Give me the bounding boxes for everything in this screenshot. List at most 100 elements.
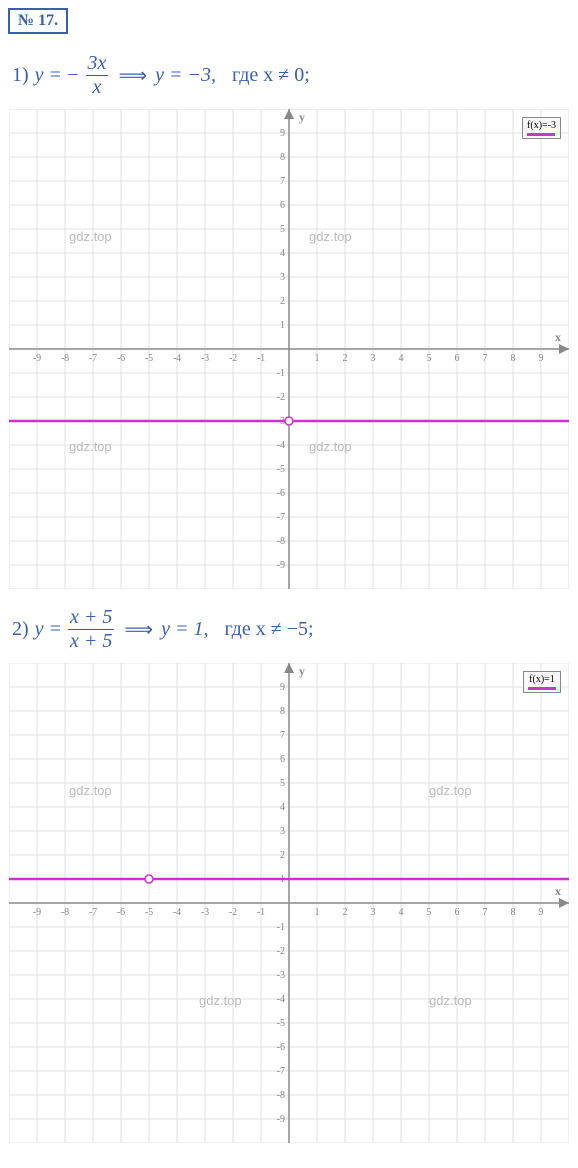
svg-text:-3: -3 xyxy=(277,970,285,981)
svg-text:2: 2 xyxy=(280,296,285,307)
svg-text:-8: -8 xyxy=(61,353,69,364)
svg-text:7: 7 xyxy=(483,907,488,918)
svg-text:-7: -7 xyxy=(89,907,97,918)
svg-text:2: 2 xyxy=(343,353,348,364)
eq2-frac-bot: x + 5 xyxy=(68,630,114,653)
svg-text:y: y xyxy=(299,664,305,678)
svg-text:7: 7 xyxy=(280,176,285,187)
equation-1: 1) y = − 3x x ⟹ y = −3, где x ≠ 0; xyxy=(12,52,570,99)
svg-text:x: x xyxy=(555,884,561,898)
svg-text:4: 4 xyxy=(280,248,285,259)
problem-number: № 17. xyxy=(18,12,58,29)
svg-text:7: 7 xyxy=(483,353,488,364)
svg-text:-6: -6 xyxy=(117,907,125,918)
eq1-frac-bot: x xyxy=(91,76,104,99)
eq1-rhs: y = −3, xyxy=(155,64,216,87)
svg-text:9: 9 xyxy=(280,128,285,139)
svg-text:4: 4 xyxy=(280,802,285,813)
svg-text:-2: -2 xyxy=(229,353,237,364)
eq2-prefix: 2) xyxy=(12,618,29,641)
svg-text:-8: -8 xyxy=(61,907,69,918)
svg-text:6: 6 xyxy=(280,754,285,765)
svg-text:8: 8 xyxy=(511,353,516,364)
problem-number-box: № 17. xyxy=(8,8,68,34)
svg-text:-7: -7 xyxy=(277,512,285,523)
svg-text:-1: -1 xyxy=(277,368,285,379)
svg-text:-9: -9 xyxy=(33,353,41,364)
svg-text:6: 6 xyxy=(455,353,460,364)
chart-1: -9 -8 -7 -6 -5 -4 -3 -2 -1 1 2 3 4 5 6 7 8 9 -9 -8 -7 -6 -5 -4 -… xyxy=(9,109,569,589)
svg-text:-3: -3 xyxy=(201,353,209,364)
eq2-where: где x ≠ −5; xyxy=(224,618,313,641)
svg-text:1: 1 xyxy=(315,353,320,364)
svg-text:-6: -6 xyxy=(117,353,125,364)
svg-text:-1: -1 xyxy=(257,353,265,364)
svg-text:3: 3 xyxy=(371,907,376,918)
svg-text:-6: -6 xyxy=(277,488,285,499)
svg-text:-4: -4 xyxy=(277,994,285,1005)
eq2-lhs: y = xyxy=(35,618,62,641)
chart-2: -9-8-7-6-5-4-3-2-1123456789-9-8-7-6-5-4-… xyxy=(9,663,569,1143)
svg-text:-5: -5 xyxy=(277,1018,285,1029)
svg-text:6: 6 xyxy=(455,907,460,918)
svg-text:9: 9 xyxy=(280,682,285,693)
eq1-frac-top: 3x xyxy=(86,52,109,76)
chart-2-legend-label: f(x)=1 xyxy=(528,674,556,685)
eq2-frac-top: x + 5 xyxy=(68,606,114,630)
eq1-where: где x ≠ 0; xyxy=(232,64,310,87)
svg-text:-4: -4 xyxy=(277,440,285,451)
chart-1-wrap: -9 -8 -7 -6 -5 -4 -3 -2 -1 1 2 3 4 5 6 7 8 9 -9 -8 -7 -6 -5 -4 -… xyxy=(9,109,569,594)
svg-text:8: 8 xyxy=(280,152,285,163)
svg-text:9: 9 xyxy=(539,907,544,918)
svg-text:5: 5 xyxy=(280,224,285,235)
eq1-neg: − xyxy=(66,64,80,87)
svg-text:-4: -4 xyxy=(173,907,181,918)
eq2-arrow: ⟹ xyxy=(124,617,153,642)
svg-text:y: y xyxy=(299,110,305,124)
svg-text:-2: -2 xyxy=(229,907,237,918)
svg-text:-8: -8 xyxy=(277,1090,285,1101)
eq1-fraction: 3x x xyxy=(86,52,109,99)
svg-text:-4: -4 xyxy=(173,353,181,364)
chart-2-wrap: -9-8-7-6-5-4-3-2-1123456789-9-8-7-6-5-4-… xyxy=(9,663,569,1148)
svg-text:x: x xyxy=(555,330,561,344)
chart-2-legend-swatch xyxy=(528,687,556,690)
svg-text:7: 7 xyxy=(280,730,285,741)
chart-1-legend-label: f(x)=-3 xyxy=(527,120,556,131)
svg-text:-6: -6 xyxy=(277,1042,285,1053)
svg-text:8: 8 xyxy=(511,907,516,918)
svg-text:5: 5 xyxy=(280,778,285,789)
svg-text:-7: -7 xyxy=(89,353,97,364)
svg-text:4: 4 xyxy=(399,907,404,918)
svg-text:8: 8 xyxy=(280,706,285,717)
svg-text:1: 1 xyxy=(315,907,320,918)
svg-text:-1: -1 xyxy=(257,907,265,918)
svg-text:-5: -5 xyxy=(145,353,153,364)
svg-text:3: 3 xyxy=(280,826,285,837)
eq1-arrow: ⟹ xyxy=(118,63,147,88)
svg-text:6: 6 xyxy=(280,200,285,211)
svg-text:-5: -5 xyxy=(277,464,285,475)
svg-text:2: 2 xyxy=(280,850,285,861)
svg-text:-7: -7 xyxy=(277,1066,285,1077)
svg-text:-5: -5 xyxy=(145,907,153,918)
svg-text:3: 3 xyxy=(371,353,376,364)
equation-2: 2) y = x + 5 x + 5 ⟹ y = 1, где x ≠ −5; xyxy=(12,606,570,653)
svg-text:-1: -1 xyxy=(277,922,285,933)
svg-text:-2: -2 xyxy=(277,946,285,957)
svg-text:2: 2 xyxy=(343,907,348,918)
svg-text:-9: -9 xyxy=(277,1114,285,1125)
svg-text:1: 1 xyxy=(280,320,285,331)
chart-1-legend-swatch xyxy=(527,133,555,136)
svg-text:5: 5 xyxy=(427,907,432,918)
svg-text:-3: -3 xyxy=(201,907,209,918)
eq1-prefix: 1) xyxy=(12,64,29,87)
eq2-rhs: y = 1, xyxy=(161,618,208,641)
svg-text:3: 3 xyxy=(280,272,285,283)
eq2-fraction: x + 5 x + 5 xyxy=(68,606,114,653)
svg-text:-8: -8 xyxy=(277,536,285,547)
svg-text:-9: -9 xyxy=(277,560,285,571)
chart-2-legend: f(x)=1 xyxy=(523,671,561,693)
chart-1-legend: f(x)=-3 xyxy=(522,117,561,139)
eq1-lhs: y = xyxy=(35,64,62,87)
